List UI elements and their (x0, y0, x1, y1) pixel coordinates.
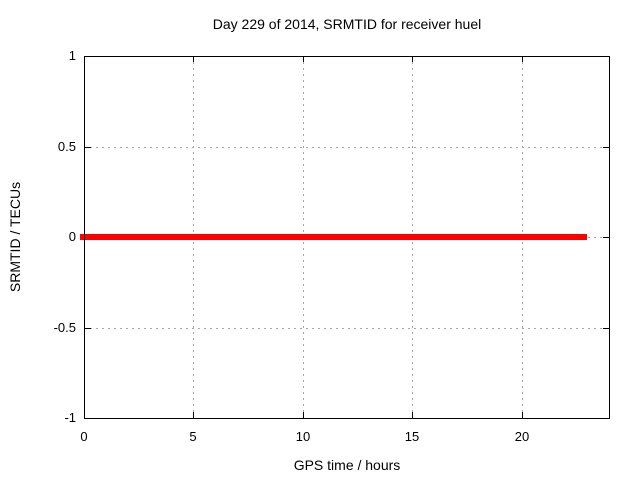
y-tick-left-1 (85, 56, 91, 57)
gridline-y--1 (84, 418, 609, 419)
y-tick-label-0.5: 0.5 (57, 139, 76, 154)
x-tick-top-10 (303, 56, 304, 62)
x-tick-label-0: 0 (80, 429, 88, 444)
y-tick-left--1 (85, 418, 91, 419)
y-tick-label--1: -1 (64, 410, 76, 425)
x-tick-label-10: 10 (295, 429, 311, 444)
x-tick-bottom-5 (193, 412, 194, 418)
y-tick-label-1: 1 (68, 48, 76, 63)
y-tick-right-0 (603, 237, 609, 238)
x-tick-top-15 (412, 56, 413, 62)
x-axis-label: GPS time / hours (293, 457, 401, 473)
x-tick-bottom-20 (522, 412, 523, 418)
y-tick-right-1 (603, 56, 609, 57)
gridline-y-0.5 (84, 147, 609, 148)
y-tick-right--1 (603, 418, 609, 419)
x-tick-label-5: 5 (189, 429, 197, 444)
x-tick-label-15: 15 (404, 429, 420, 444)
x-tick-bottom-15 (412, 412, 413, 418)
data-line-SRMTID (80, 234, 587, 240)
y-tick-left--0.5 (85, 328, 91, 329)
x-tick-top-5 (193, 56, 194, 62)
x-tick-bottom-10 (303, 412, 304, 418)
y-tick-right-0.5 (603, 147, 609, 148)
gridline-y--0.5 (84, 328, 609, 329)
y-tick-left-0.5 (85, 147, 91, 148)
chart-title: Day 229 of 2014, SRMTID for receiver hue… (212, 16, 482, 32)
y-tick-right--0.5 (603, 328, 609, 329)
y-tick-label--0.5: -0.5 (53, 320, 76, 335)
x-tick-top-20 (522, 56, 523, 62)
y-tick-label-0: 0 (68, 229, 76, 244)
x-tick-label-20: 20 (514, 429, 530, 444)
gridline-y-1 (84, 56, 609, 57)
